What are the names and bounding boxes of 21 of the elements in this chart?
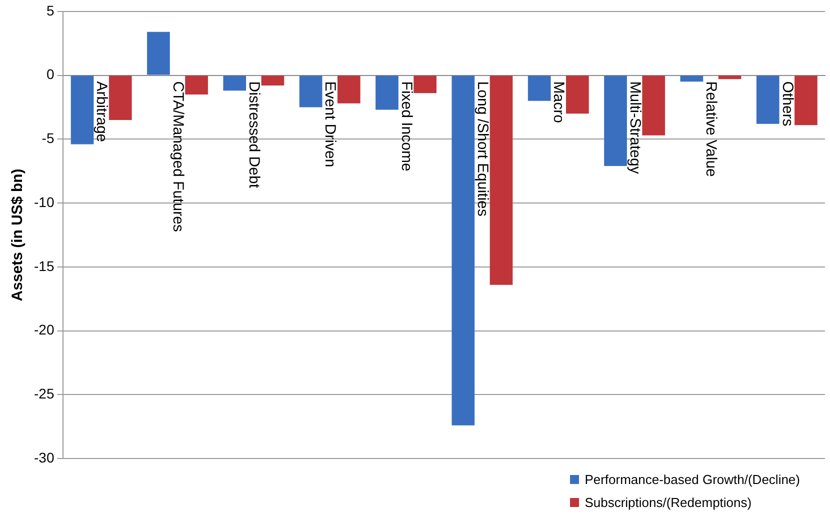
x-tick-label: Fixed Income [398, 81, 415, 172]
y-tick-label: 0 [46, 66, 54, 82]
legend-label: Subscriptions/(Redemptions) [584, 495, 752, 510]
x-tick-label: Arbitrage [93, 81, 110, 142]
y-tick-label: -5 [42, 130, 54, 146]
y-tick-label: -10 [34, 194, 54, 210]
y-tick-label: -15 [34, 258, 54, 274]
y-tick-label: 5 [46, 2, 54, 18]
y-tick-label: -20 [34, 322, 54, 338]
legend-label: Performance-based Growth/(Decline) [584, 472, 800, 487]
x-tick-label: CTA/Managed Futures [169, 81, 186, 232]
y-axis-title: Assets (in US$ bn) [9, 168, 26, 302]
x-tick-label: Others [778, 81, 796, 126]
x-tick-label: Macro [550, 81, 568, 123]
y-tick-label: -25 [34, 386, 54, 402]
x-tick-label: Distressed Debt [246, 81, 263, 189]
x-tick-label: Event Driven [322, 81, 339, 168]
x-tick-label: Multi-Strategy [626, 81, 644, 174]
x-tick-label: Relative Value [702, 81, 720, 177]
x-tick-label: Long /Short Equities [474, 81, 492, 216]
y-tick-label: -30 [34, 449, 54, 466]
